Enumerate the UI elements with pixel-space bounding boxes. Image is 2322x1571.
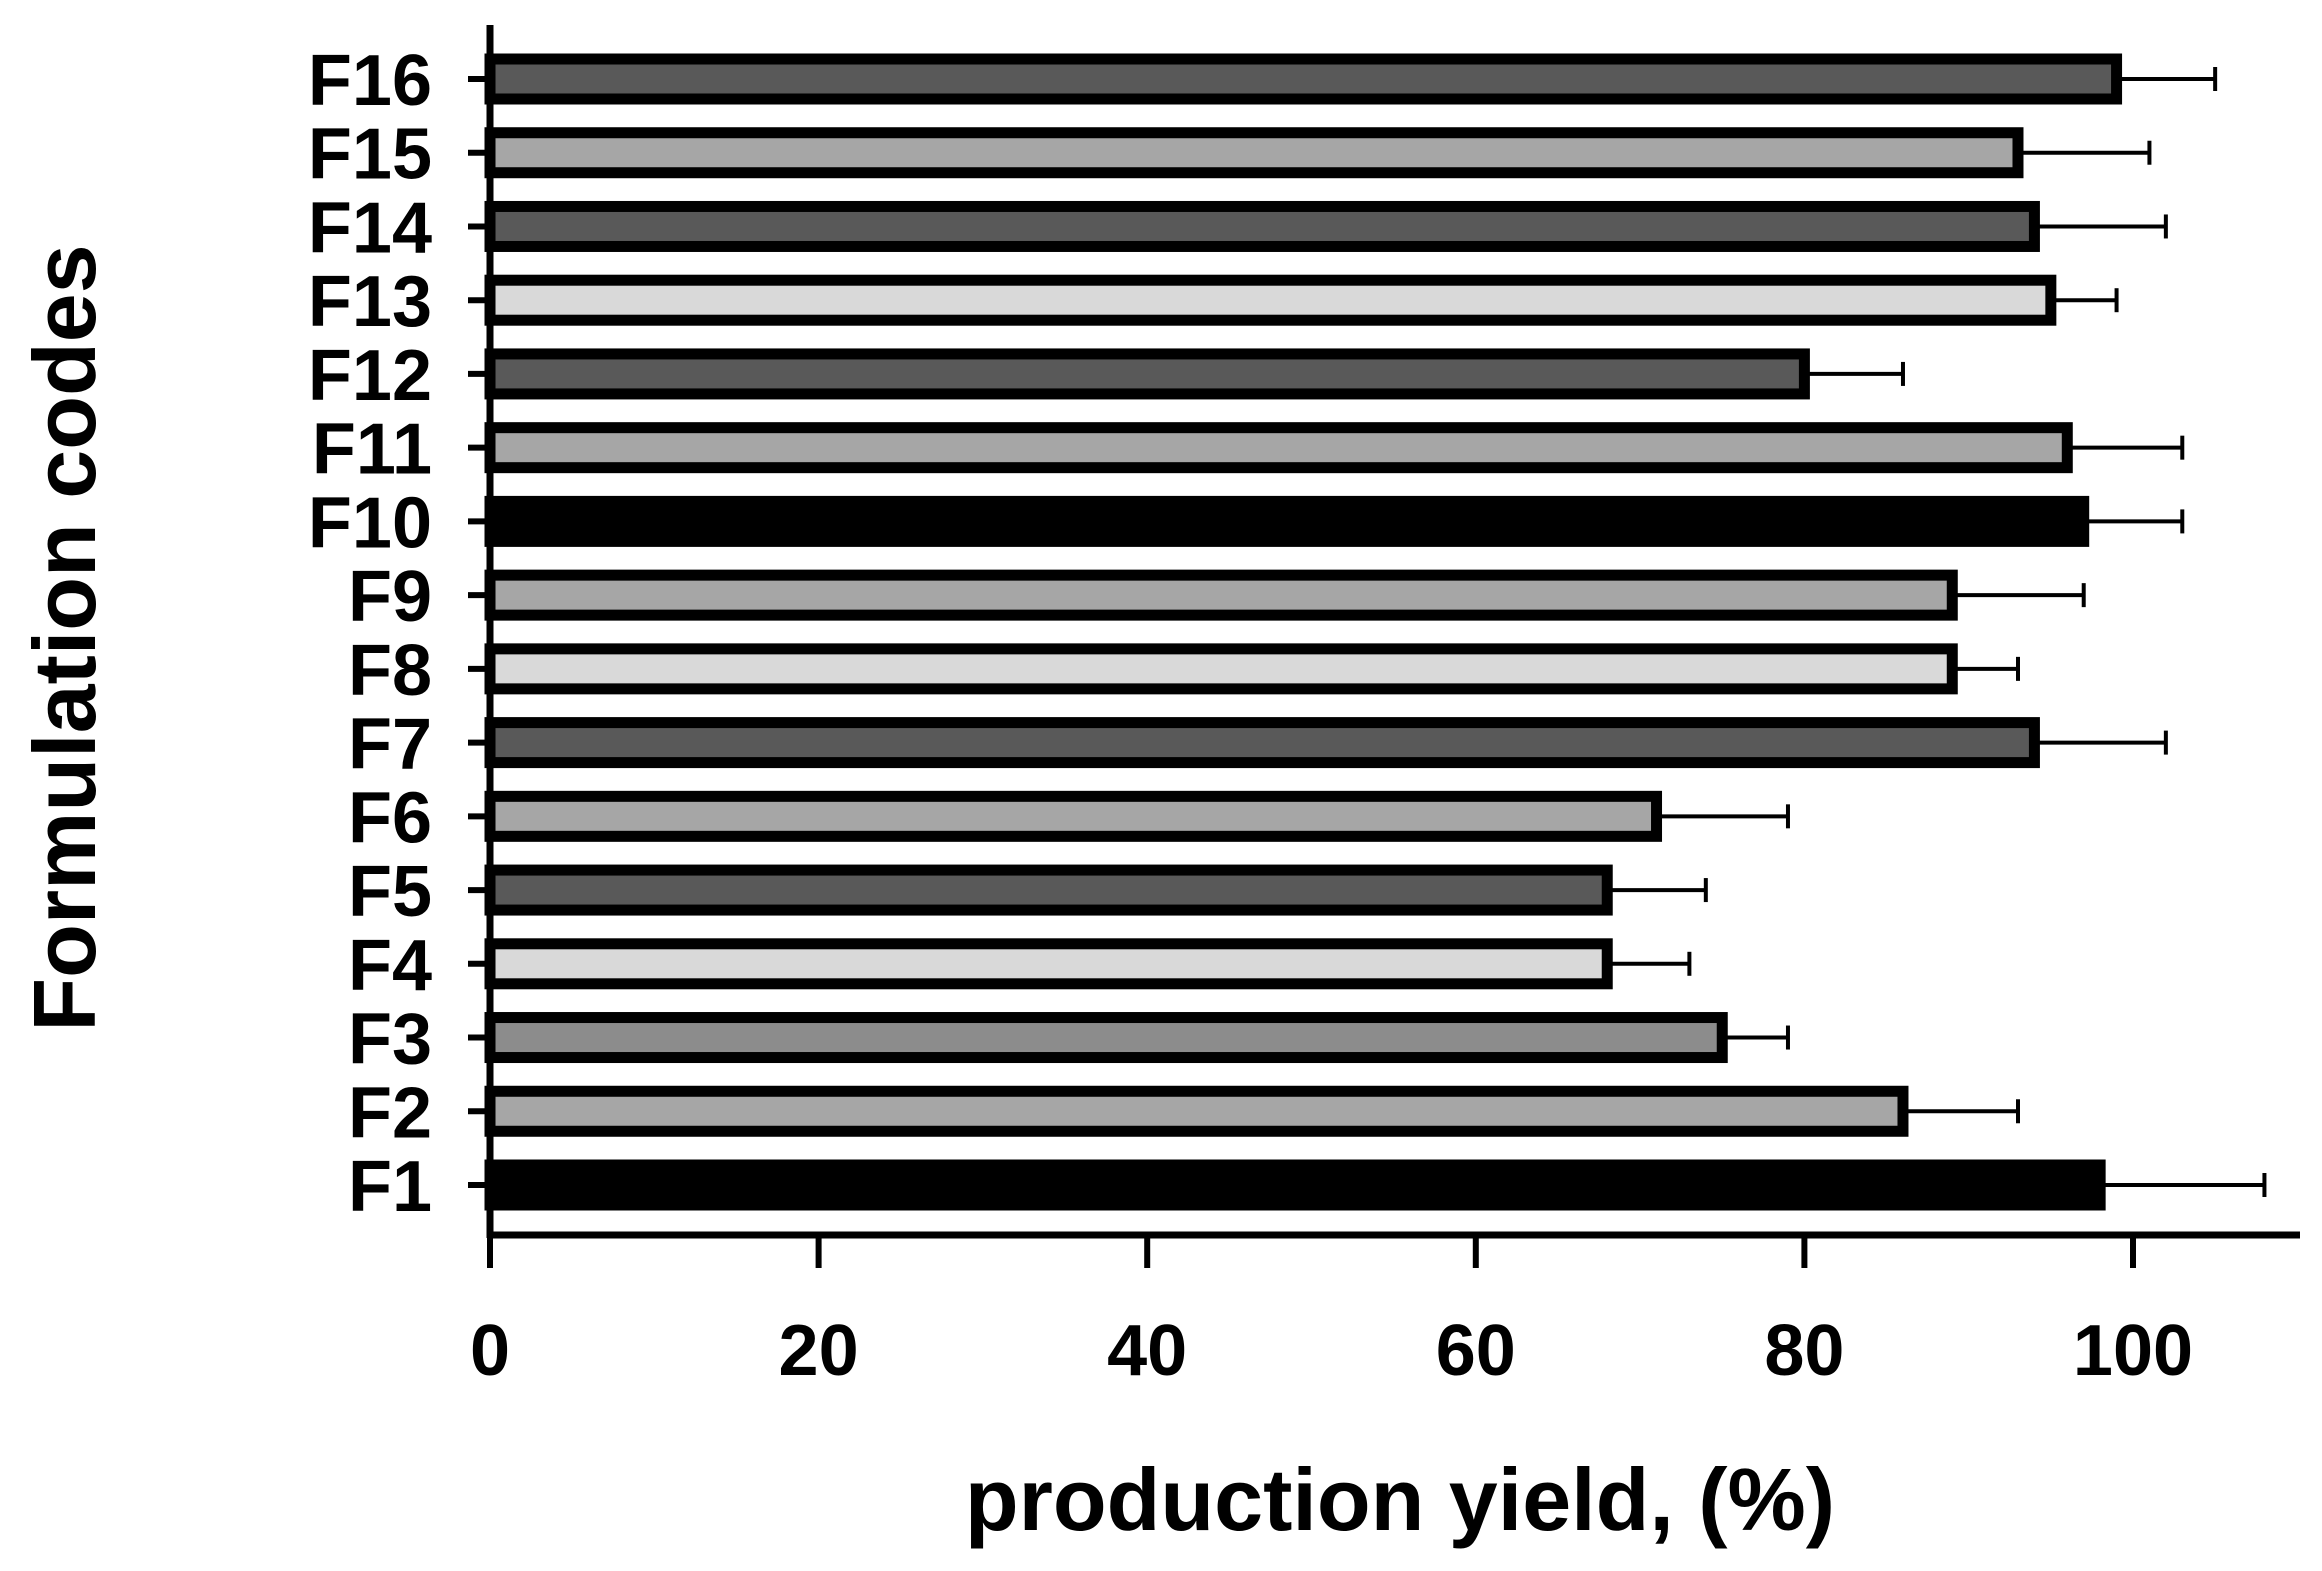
y-tick-label-f8: F8 xyxy=(348,631,432,711)
bar-f13 xyxy=(484,274,2057,326)
error-bar-f1 xyxy=(2100,1173,2267,1197)
y-tick-label-f13: F13 xyxy=(308,262,432,342)
error-bar-f4 xyxy=(1607,951,1692,976)
bars-group xyxy=(484,53,2123,1211)
error-bar-f12 xyxy=(1804,361,1905,386)
bar-f7 xyxy=(484,717,2040,769)
error-bar-f14 xyxy=(2034,214,2168,239)
error-bar-f9 xyxy=(1952,583,2086,608)
bar-f1 xyxy=(484,1159,2106,1211)
y-tick-label-f1: F1 xyxy=(348,1147,432,1227)
x-tick-label-60: 60 xyxy=(1436,1311,1516,1391)
y-tick-label-f3: F3 xyxy=(348,1000,432,1080)
y-tick-label-f15: F15 xyxy=(308,115,432,195)
bar-f12 xyxy=(484,348,1810,400)
bar-f8 xyxy=(484,643,1958,695)
bar-f5 xyxy=(484,864,1613,916)
bar-f6 xyxy=(484,790,1663,842)
error-bar-f2 xyxy=(1902,1099,2020,1124)
x-tick-label-80: 80 xyxy=(1764,1311,1844,1391)
y-tick-label-f9: F9 xyxy=(348,557,432,637)
bar-f16 xyxy=(484,53,2123,105)
error-bar-f8 xyxy=(1952,656,2020,681)
y-axis-title: Formulation codes xyxy=(15,244,114,1031)
bar-f3 xyxy=(484,1012,1728,1064)
bar-f9 xyxy=(484,569,1958,621)
error-bar-f6 xyxy=(1656,804,1790,829)
y-tick-label-f12: F12 xyxy=(308,336,432,416)
error-bar-f13 xyxy=(2050,288,2119,313)
x-axis-title: production yield, (%) xyxy=(965,1450,1835,1549)
bar-f4 xyxy=(484,938,1613,990)
x-tick-label-100: 100 xyxy=(2073,1311,2193,1391)
bar-f15 xyxy=(484,127,2024,179)
bar-f14 xyxy=(484,200,2040,252)
y-tick-label-f4: F4 xyxy=(348,926,432,1006)
x-tick-label-40: 40 xyxy=(1107,1311,1187,1391)
y-tick-label-f6: F6 xyxy=(348,778,432,858)
y-tick-label-f5: F5 xyxy=(348,852,432,932)
x-tick-label-20: 20 xyxy=(779,1311,859,1391)
bar-f11 xyxy=(484,422,2073,474)
bar-f10 xyxy=(484,495,2090,547)
error-bar-f11 xyxy=(2067,435,2185,460)
y-tick-label-f11: F11 xyxy=(312,410,432,490)
error-bar-f15 xyxy=(2017,140,2152,165)
x-tick-labels: 0 20 40 60 80 100 xyxy=(470,1311,2193,1391)
error-bars-group xyxy=(1607,67,2267,1197)
y-tick-label-f7: F7 xyxy=(348,705,432,785)
error-bar-f10 xyxy=(2083,509,2185,534)
y-tick-label-f2: F2 xyxy=(348,1073,432,1153)
x-tick-label-0: 0 xyxy=(470,1311,510,1391)
y-tick-label-f16: F16 xyxy=(308,41,432,121)
error-bar-f5 xyxy=(1607,878,1708,903)
bar-f2 xyxy=(484,1085,1909,1137)
error-bar-f3 xyxy=(1722,1025,1790,1050)
y-tick-label-f14: F14 xyxy=(308,188,432,268)
y-tick-label-f10: F10 xyxy=(308,483,432,563)
error-bar-f16 xyxy=(2116,67,2218,91)
axes-group xyxy=(468,25,2300,1268)
error-bar-f7 xyxy=(2034,730,2168,755)
